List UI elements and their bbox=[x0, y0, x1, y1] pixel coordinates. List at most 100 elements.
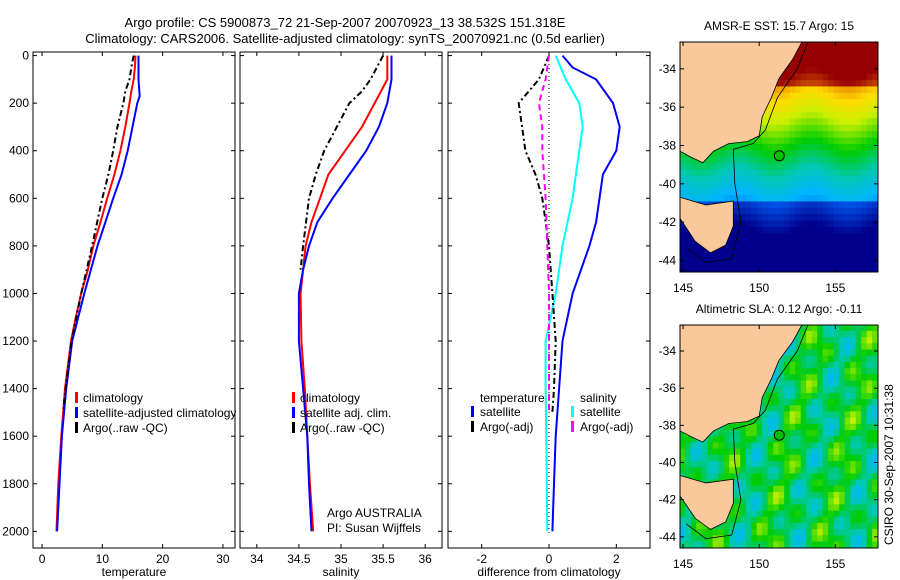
map-cell bbox=[751, 467, 758, 474]
map-cell bbox=[745, 460, 752, 468]
map-cell bbox=[789, 423, 796, 431]
map-cell bbox=[784, 522, 791, 530]
map-cell bbox=[745, 491, 752, 499]
map-cell bbox=[866, 124, 873, 132]
map-cell bbox=[822, 252, 829, 260]
map-cell bbox=[701, 175, 708, 183]
map-cell bbox=[762, 485, 769, 493]
map-cell bbox=[696, 454, 703, 462]
map-cell bbox=[718, 258, 725, 266]
map-cell bbox=[817, 330, 824, 338]
map-cell bbox=[800, 355, 807, 363]
map-cell bbox=[861, 374, 868, 382]
y-tick-label: 1000 bbox=[2, 286, 29, 300]
legend-label: satellite bbox=[580, 405, 621, 419]
map-cell bbox=[789, 522, 796, 530]
map-cell bbox=[817, 442, 824, 450]
map-cell bbox=[806, 48, 813, 56]
map-cell bbox=[734, 430, 741, 437]
map-cell bbox=[866, 60, 873, 68]
map-cell bbox=[817, 258, 824, 266]
map-cell bbox=[839, 258, 846, 266]
map-cell bbox=[850, 105, 857, 113]
map-cell bbox=[740, 175, 747, 183]
map-cell bbox=[773, 541, 780, 549]
map-cell bbox=[822, 485, 829, 493]
map-cell bbox=[762, 182, 769, 190]
map-cell bbox=[872, 516, 879, 524]
map-cell bbox=[784, 214, 791, 222]
map-cell bbox=[685, 529, 692, 536]
map-cell bbox=[712, 182, 719, 190]
map-cell bbox=[872, 105, 879, 113]
map-cell bbox=[850, 436, 857, 443]
map-cell bbox=[773, 201, 780, 209]
map-cell bbox=[778, 169, 785, 177]
map-cell bbox=[756, 522, 763, 530]
map-cell bbox=[778, 522, 785, 530]
map-cell bbox=[789, 105, 796, 113]
map-cell bbox=[811, 399, 818, 406]
map-cell bbox=[839, 374, 846, 382]
map-cell bbox=[866, 150, 873, 158]
map-cell bbox=[872, 411, 879, 419]
map-cell bbox=[795, 201, 802, 209]
map-cell bbox=[833, 430, 840, 437]
map-cell bbox=[712, 163, 719, 171]
map-cell bbox=[756, 252, 763, 260]
map-cell bbox=[690, 454, 697, 462]
map-cell bbox=[861, 454, 868, 462]
map-cell bbox=[806, 436, 813, 443]
map-cell bbox=[817, 156, 824, 164]
map-cell bbox=[773, 516, 780, 524]
map-cell bbox=[707, 195, 714, 203]
map-cell bbox=[822, 541, 829, 549]
map-cell bbox=[740, 510, 747, 518]
map-cell bbox=[756, 201, 763, 209]
map-cell bbox=[872, 188, 879, 196]
map-cell bbox=[800, 442, 807, 450]
map-cell bbox=[734, 246, 741, 254]
map-cell bbox=[762, 163, 769, 171]
map-cell bbox=[855, 163, 862, 171]
map-cell bbox=[839, 60, 846, 68]
map-cell bbox=[811, 343, 818, 351]
map-cell bbox=[828, 498, 835, 505]
map-cell bbox=[789, 131, 796, 139]
map-cell bbox=[861, 430, 868, 437]
map-cell bbox=[811, 92, 818, 100]
map-cell bbox=[745, 143, 752, 151]
map-cell bbox=[806, 448, 813, 456]
map-cell bbox=[817, 361, 824, 369]
map-cell bbox=[839, 226, 846, 234]
map-cell bbox=[745, 473, 752, 481]
map-cell bbox=[707, 182, 714, 190]
map-cell bbox=[773, 214, 780, 222]
map-cell bbox=[795, 233, 802, 241]
map-cell bbox=[745, 239, 752, 247]
map-cell bbox=[839, 252, 846, 260]
map-cell bbox=[767, 423, 774, 431]
map-cell bbox=[762, 535, 769, 543]
map-cell bbox=[866, 430, 873, 437]
map-cell bbox=[872, 380, 879, 388]
map-cell bbox=[817, 73, 824, 81]
map-cell bbox=[833, 485, 840, 493]
map-cell bbox=[855, 48, 862, 56]
map-cell bbox=[800, 150, 807, 158]
x-tick-label: 155 bbox=[825, 557, 845, 571]
map-cell bbox=[773, 368, 780, 375]
map-cell bbox=[866, 417, 873, 425]
map-cell bbox=[850, 143, 857, 151]
map-cell bbox=[767, 150, 774, 158]
map-cell bbox=[850, 324, 857, 332]
map-cell bbox=[817, 516, 824, 524]
map-cell bbox=[767, 131, 774, 139]
map-cell bbox=[740, 504, 747, 512]
map-cell bbox=[773, 163, 780, 171]
map-cell bbox=[685, 175, 692, 183]
map-cell bbox=[751, 201, 758, 209]
map-cell bbox=[817, 436, 824, 443]
legend-swatch bbox=[292, 407, 295, 418]
